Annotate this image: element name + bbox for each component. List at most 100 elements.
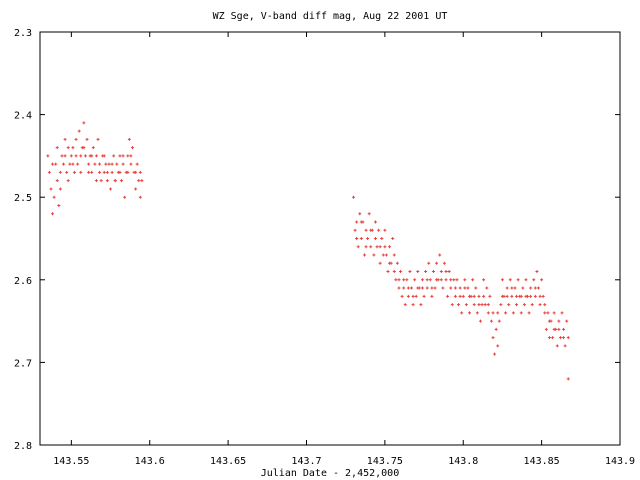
data-point xyxy=(129,154,133,158)
data-point xyxy=(392,253,396,257)
data-point xyxy=(507,303,511,307)
data-point xyxy=(552,311,556,315)
data-point xyxy=(453,294,457,298)
data-point xyxy=(58,187,62,191)
data-point xyxy=(557,327,561,331)
data-point xyxy=(372,253,376,257)
data-point xyxy=(491,336,495,340)
data-point xyxy=(66,179,70,183)
y-tick-label: 2.7 xyxy=(14,358,32,369)
plot-frame xyxy=(39,31,621,446)
data-point xyxy=(527,311,531,315)
data-point xyxy=(378,261,382,265)
x-tick-label: 143.75 xyxy=(367,456,403,467)
data-point xyxy=(362,253,366,257)
data-point xyxy=(411,303,415,307)
data-point xyxy=(477,303,481,307)
data-point xyxy=(102,154,106,158)
data-point xyxy=(90,154,94,158)
data-point xyxy=(105,170,109,174)
data-point xyxy=(58,170,62,174)
data-point xyxy=(461,294,465,298)
data-point xyxy=(416,286,420,290)
data-point xyxy=(422,294,426,298)
data-point xyxy=(65,170,69,174)
data-point xyxy=(62,162,66,166)
data-point xyxy=(99,179,103,183)
data-point xyxy=(411,294,415,298)
data-point xyxy=(137,179,141,183)
data-point xyxy=(79,154,83,158)
data-point xyxy=(83,154,87,158)
data-point xyxy=(499,303,503,307)
data-point xyxy=(118,154,122,158)
data-point xyxy=(403,303,407,307)
data-point xyxy=(359,237,363,240)
data-point xyxy=(551,336,555,340)
data-point xyxy=(519,294,523,298)
data-point xyxy=(496,344,500,348)
data-point xyxy=(441,286,445,290)
data-point xyxy=(474,286,478,290)
data-point xyxy=(98,162,102,166)
data-point xyxy=(377,228,381,232)
data-point xyxy=(355,237,359,240)
data-point xyxy=(435,261,439,265)
data-point xyxy=(544,327,548,331)
data-point xyxy=(138,195,142,199)
x-tick-label: 143.55 xyxy=(53,456,89,467)
data-point xyxy=(130,146,134,150)
data-point xyxy=(536,286,540,290)
data-point xyxy=(87,162,91,166)
data-point xyxy=(60,154,64,158)
data-point xyxy=(126,170,130,174)
x-tick-label: 143.9 xyxy=(605,456,635,467)
data-point xyxy=(447,270,451,274)
data-point xyxy=(552,327,556,331)
data-point xyxy=(378,245,382,249)
data-point xyxy=(562,336,566,340)
data-point xyxy=(494,327,498,331)
data-point xyxy=(535,270,539,274)
data-point xyxy=(134,170,138,174)
data-point xyxy=(57,203,61,207)
data-point xyxy=(471,278,475,282)
data-point xyxy=(541,294,545,298)
data-point xyxy=(505,286,509,290)
data-point xyxy=(406,286,410,290)
data-point xyxy=(55,179,59,183)
data-point xyxy=(359,220,363,224)
data-point xyxy=(455,278,459,282)
data-point xyxy=(380,237,384,240)
data-point xyxy=(397,286,401,290)
data-point xyxy=(510,286,514,290)
data-point xyxy=(433,286,437,290)
data-point xyxy=(416,270,420,274)
data-point xyxy=(364,245,368,249)
data-point xyxy=(444,270,448,274)
data-point xyxy=(373,237,377,240)
data-point xyxy=(468,294,472,298)
data-point xyxy=(446,294,450,298)
data-point xyxy=(468,311,472,315)
data-point xyxy=(123,195,127,199)
data-point xyxy=(352,195,356,199)
data-point xyxy=(565,319,569,323)
data-point xyxy=(486,303,490,307)
data-point xyxy=(392,270,396,274)
data-point xyxy=(491,311,495,315)
data-point xyxy=(460,311,464,315)
data-point xyxy=(355,220,359,224)
x-tick-label: 143.65 xyxy=(210,456,246,467)
data-point xyxy=(402,286,406,290)
data-point xyxy=(439,278,443,282)
data-point xyxy=(90,170,94,174)
data-point xyxy=(127,137,131,141)
data-point xyxy=(529,286,533,290)
y-tick-label: 2.4 xyxy=(14,111,32,122)
data-point xyxy=(449,278,453,282)
data-point xyxy=(524,278,528,282)
x-tick-label: 143.6 xyxy=(135,456,165,467)
data-point xyxy=(115,162,119,166)
data-point xyxy=(482,294,486,298)
